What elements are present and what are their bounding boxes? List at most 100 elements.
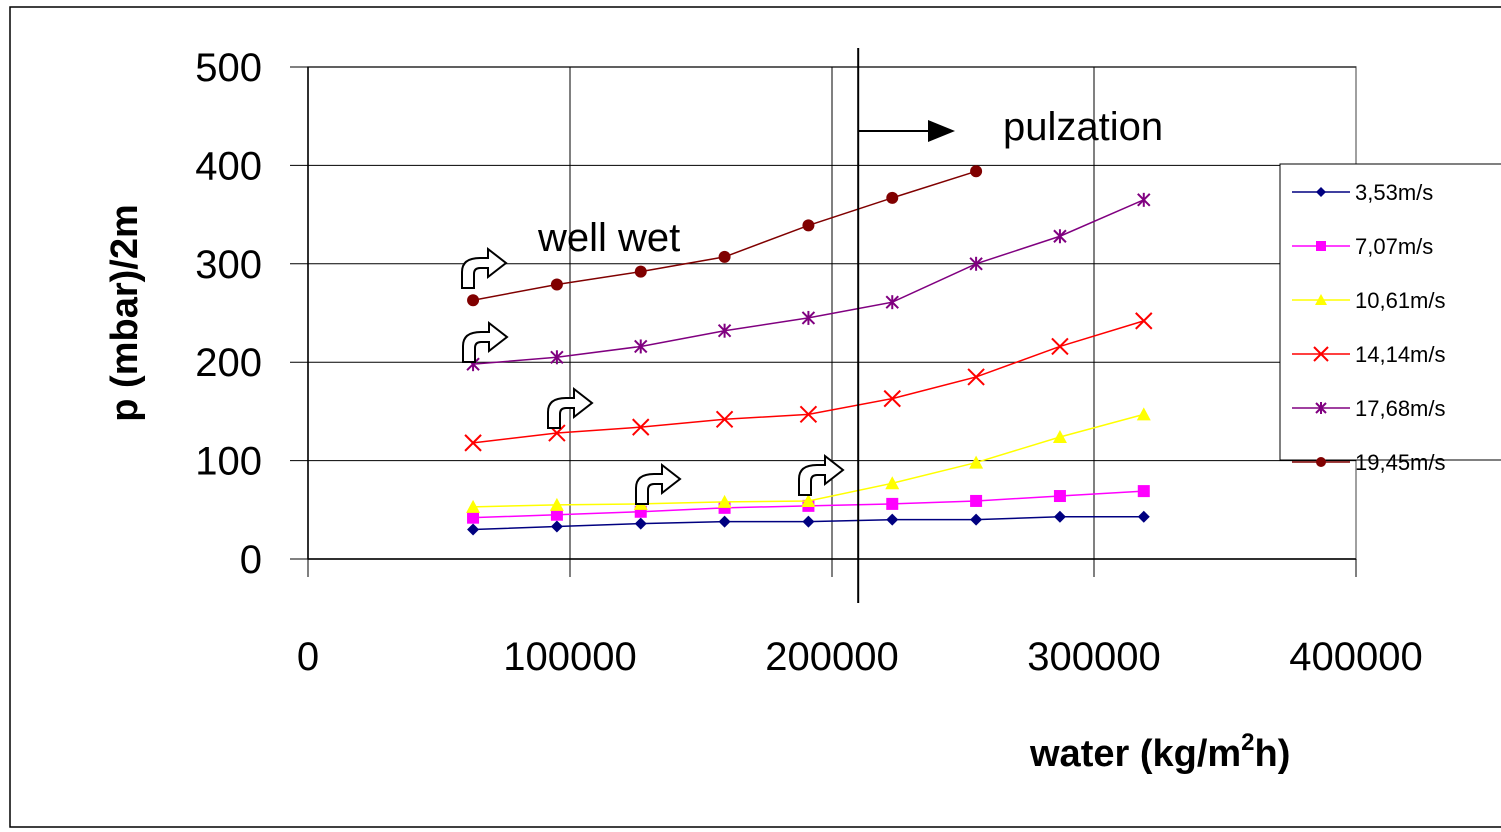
- series-4: [464, 312, 1153, 452]
- data-point: [801, 310, 816, 325]
- series-1: [467, 510, 1150, 536]
- data-point: [1315, 294, 1327, 305]
- legend-label: 19,45m/s: [1355, 450, 1446, 475]
- legend-label: 3,53m/s: [1355, 180, 1433, 205]
- data-point: [883, 389, 901, 408]
- marker-stroke: [1313, 346, 1329, 362]
- legend-entry: 19,45m/s: [1292, 450, 1446, 475]
- legend-label: 7,07m/s: [1355, 234, 1433, 259]
- well-wet-arrow: [461, 246, 508, 289]
- data-point: [970, 494, 983, 507]
- legend-entry: 7,07m/s: [1292, 234, 1433, 259]
- x-tick-label: 400000: [1289, 635, 1422, 679]
- y-tick-label: 100: [195, 440, 262, 484]
- data-point: [1053, 229, 1067, 244]
- data-point: [467, 511, 480, 524]
- x-axis-title-main: water (kg/m: [1029, 733, 1241, 775]
- series-5: [466, 192, 1151, 372]
- data-point: [1135, 312, 1153, 330]
- data-point: [1136, 407, 1151, 421]
- data-point: [1051, 337, 1069, 356]
- data-point: [885, 476, 900, 490]
- data-point: [550, 350, 564, 365]
- marker-stroke: [464, 434, 482, 452]
- legend-entry: 3,53m/s: [1292, 180, 1433, 205]
- well-wet-arrow: [798, 453, 845, 496]
- marker-stroke: [967, 368, 985, 386]
- y-tick-label: 500: [195, 46, 262, 90]
- data-point: [969, 256, 983, 271]
- x-axis-title-tail: h): [1255, 733, 1291, 775]
- pulzation-label: pulzation: [1003, 105, 1163, 149]
- data-point: [466, 499, 481, 513]
- y-tick-label: 200: [195, 341, 262, 385]
- data-point: [550, 520, 563, 533]
- well-wet-arrow: [547, 386, 594, 429]
- data-point: [970, 165, 983, 178]
- data-point: [634, 339, 648, 354]
- data-point: [969, 455, 984, 469]
- legend-label: 17,68m/s: [1355, 396, 1446, 421]
- legend-label: 10,61m/s: [1355, 288, 1446, 313]
- data-point: [801, 493, 816, 507]
- series-layer: [464, 165, 1153, 536]
- data-point: [886, 191, 899, 204]
- y-axis-title: p (mbar)/2m: [104, 204, 146, 421]
- marker-stroke: [548, 424, 566, 442]
- data-point: [886, 497, 899, 510]
- data-point: [802, 219, 815, 232]
- x-axis-title: water (kg/m2h): [1029, 729, 1290, 775]
- annotation-layer: pulzation well wet: [461, 48, 1163, 603]
- grid: [290, 66, 1356, 560]
- data-point: [467, 523, 480, 536]
- data-point: [970, 513, 983, 526]
- data-point: [967, 368, 985, 386]
- marker-stroke: [799, 405, 818, 424]
- x-tick-label: 0: [297, 635, 319, 679]
- marker-stroke: [1051, 337, 1069, 356]
- data-point: [550, 508, 563, 521]
- pulzation-arrow-head: [928, 120, 955, 142]
- data-point: [718, 250, 731, 263]
- x-tick-label: 300000: [1027, 635, 1160, 679]
- data-point: [802, 515, 815, 528]
- data-point: [799, 405, 818, 424]
- data-point: [1053, 490, 1066, 503]
- marker-stroke: [632, 418, 650, 436]
- data-point: [1137, 485, 1150, 498]
- x-tick-label: 100000: [503, 635, 636, 679]
- data-point: [1316, 187, 1326, 197]
- data-point: [1053, 510, 1066, 523]
- data-point: [1137, 192, 1151, 207]
- data-point: [634, 265, 647, 278]
- data-point: [1316, 241, 1326, 251]
- data-point: [1315, 402, 1327, 414]
- tick-labels: 0 100 200 300 400 500 0 100000 200000 300000 40000…: [195, 46, 1422, 679]
- data-point: [550, 278, 563, 291]
- data-point: [885, 295, 899, 310]
- y-tick-label: 300: [195, 243, 262, 287]
- axes: [307, 67, 1357, 577]
- legend-entry: 17,68m/s: [1292, 396, 1446, 421]
- legend-entry: 10,61m/s: [1292, 288, 1446, 313]
- data-point: [1313, 346, 1329, 362]
- data-point: [886, 513, 899, 526]
- series-3: [466, 407, 1151, 513]
- y-tick-label: 0: [240, 538, 262, 582]
- y-tick-label: 400: [195, 144, 262, 188]
- data-point: [634, 517, 647, 530]
- well-wet-arrow: [462, 320, 509, 363]
- data-point: [1316, 457, 1326, 467]
- data-point: [464, 434, 482, 452]
- legend-box: [1279, 163, 1501, 461]
- data-point: [718, 515, 731, 528]
- well-wet-label: well wet: [537, 216, 680, 260]
- marker-stroke: [715, 410, 734, 428]
- legend-entry: 14,14m/s: [1292, 342, 1446, 367]
- legend: 3,53m/s 7,07m/s 10,61m/s 14,14m/s 17,68m/s 19…: [1279, 163, 1501, 475]
- marker-stroke: [883, 389, 901, 408]
- x-tick-label: 200000: [765, 635, 898, 679]
- data-point: [1052, 429, 1067, 443]
- data-point: [717, 323, 732, 338]
